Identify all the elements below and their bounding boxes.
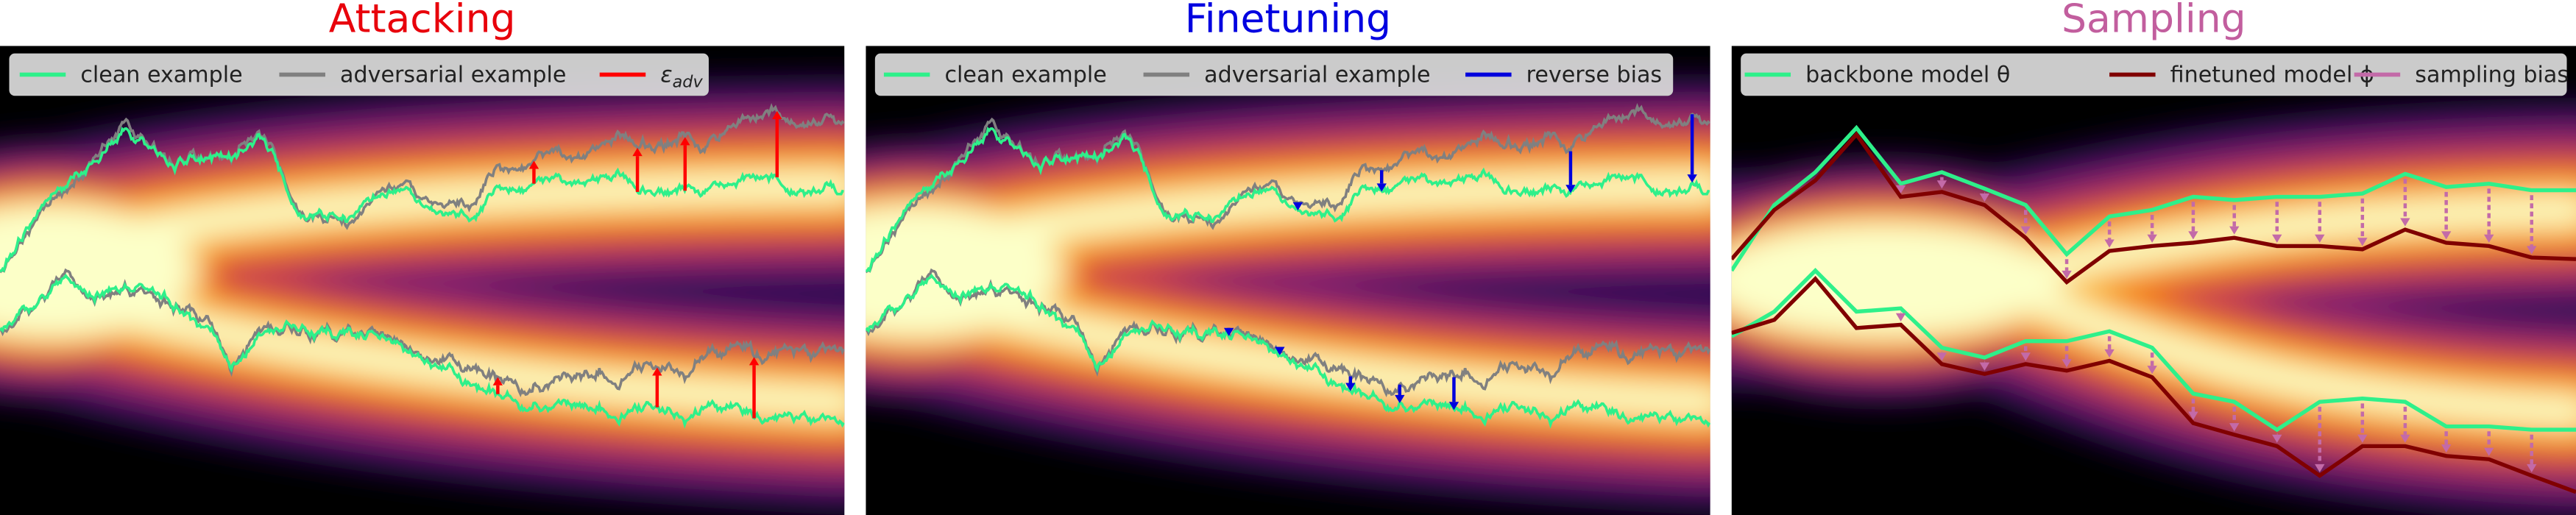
density <box>1731 99 2576 515</box>
arrow-head <box>1979 193 1990 202</box>
arrow-head <box>2441 444 2452 453</box>
clean-path <box>866 273 1710 429</box>
density <box>866 76 1710 514</box>
arrow-head <box>2315 464 2325 473</box>
arrow-head <box>2104 239 2115 248</box>
density-band <box>866 266 1710 418</box>
arrow-head <box>1292 202 1303 211</box>
legend-label-text: finetuned model ϕ <box>2170 62 2374 88</box>
legend-label-text: backbone model θ <box>1805 62 2010 88</box>
legend-label-text: clean example <box>944 62 1106 88</box>
legend-label: εadv <box>660 62 703 91</box>
arrow-head <box>2315 234 2325 243</box>
finetuned-path <box>1731 131 2576 285</box>
arrow-head <box>2020 352 2031 361</box>
legend-box <box>9 53 709 96</box>
arrow-head <box>1979 362 1990 371</box>
arrow-head <box>2062 359 2072 368</box>
legend-label: adversarial example <box>340 62 566 88</box>
adversarial-path <box>0 102 845 274</box>
arrow-head <box>652 367 662 376</box>
legend-box <box>874 53 1674 96</box>
arrow-head <box>2147 366 2157 374</box>
panel-title: Sampling <box>2062 0 2246 42</box>
arrow-head <box>1376 183 1387 192</box>
arrow-head <box>2188 231 2198 240</box>
density-band <box>1731 266 2576 427</box>
arrow-head <box>1895 313 1906 322</box>
backbone-path <box>1731 268 2576 433</box>
legend-label-text: reverse bias <box>1526 62 1662 88</box>
arrow-head <box>2484 234 2494 243</box>
density-band <box>866 171 1710 282</box>
panel-title: Finetuning <box>1185 0 1391 42</box>
arrow-head <box>1936 180 1947 189</box>
panel-title: Attacking <box>329 0 516 42</box>
arrow-head <box>2484 447 2494 456</box>
arrow-head <box>772 110 782 119</box>
clean-path <box>0 273 845 429</box>
arrow-head <box>2104 349 2115 358</box>
arrow-head <box>1936 352 1947 361</box>
clean-path <box>0 126 844 273</box>
legend: backbone model θ finetuned model ϕ samplin… <box>1741 53 2569 96</box>
legend: clean example adversarial example reverse … <box>874 53 1674 96</box>
arrow-head <box>1448 402 1459 411</box>
arrow-head <box>2229 423 2240 432</box>
arrow-head <box>2527 246 2537 255</box>
legend-label-text: sampling bias <box>2415 62 2569 88</box>
arrow-head <box>2400 218 2410 227</box>
clean-path <box>866 126 1710 273</box>
arrow-head <box>1687 174 1697 183</box>
legend-label: adversarial example <box>1204 62 1430 88</box>
legend-label: sampling bias <box>2415 62 2569 88</box>
arrow-head <box>1345 383 1356 391</box>
legend-label-sub: adv <box>673 72 704 91</box>
legend-label-text: adversarial example <box>1204 62 1430 88</box>
arrow-head <box>2441 231 2452 240</box>
legend-label: clean example <box>944 62 1106 88</box>
arrow-head <box>2357 434 2368 443</box>
adversarial-path <box>866 102 1710 274</box>
arrow-head <box>1565 185 1576 193</box>
legend-label: backbone model θ <box>1805 62 2010 88</box>
arrow-head <box>2272 234 2282 243</box>
arrow-head <box>1275 347 1285 355</box>
arrow-head <box>1895 185 1906 194</box>
arrow-head <box>2147 234 2157 243</box>
panel <box>1731 46 2576 515</box>
arrow-head <box>2188 411 2198 420</box>
density-band <box>0 266 845 418</box>
arrow-head <box>492 377 503 386</box>
legend: clean example adversarial example εadv <box>9 53 709 96</box>
arrow-head <box>680 137 690 146</box>
arrow-head <box>528 160 539 169</box>
density <box>0 76 845 514</box>
arrow-head <box>2527 464 2537 473</box>
panel <box>866 46 1710 515</box>
density-band <box>1731 195 2576 296</box>
legend-label: clean example <box>80 62 242 88</box>
arrow-head <box>2062 270 2072 279</box>
legend-label-text: ε <box>660 62 672 88</box>
arrow-head <box>2400 434 2410 443</box>
panel <box>0 46 845 515</box>
arrow-head <box>1223 327 1234 336</box>
legend-label: reverse bias <box>1526 62 1662 88</box>
arrow-head <box>2020 226 2031 235</box>
arrow-head <box>2272 434 2282 443</box>
arrow-head <box>632 147 643 157</box>
finetuned-path <box>1731 276 2576 494</box>
legend-label: finetuned model ϕ <box>2170 62 2374 88</box>
arrow-head <box>749 357 760 366</box>
legend-label-text: adversarial example <box>340 62 566 88</box>
arrow-head <box>1395 394 1405 404</box>
arrow-head <box>2357 238 2368 246</box>
legend-label-text: clean example <box>80 62 242 88</box>
arrow-head <box>2229 226 2240 235</box>
backbone-path <box>1731 124 2576 272</box>
